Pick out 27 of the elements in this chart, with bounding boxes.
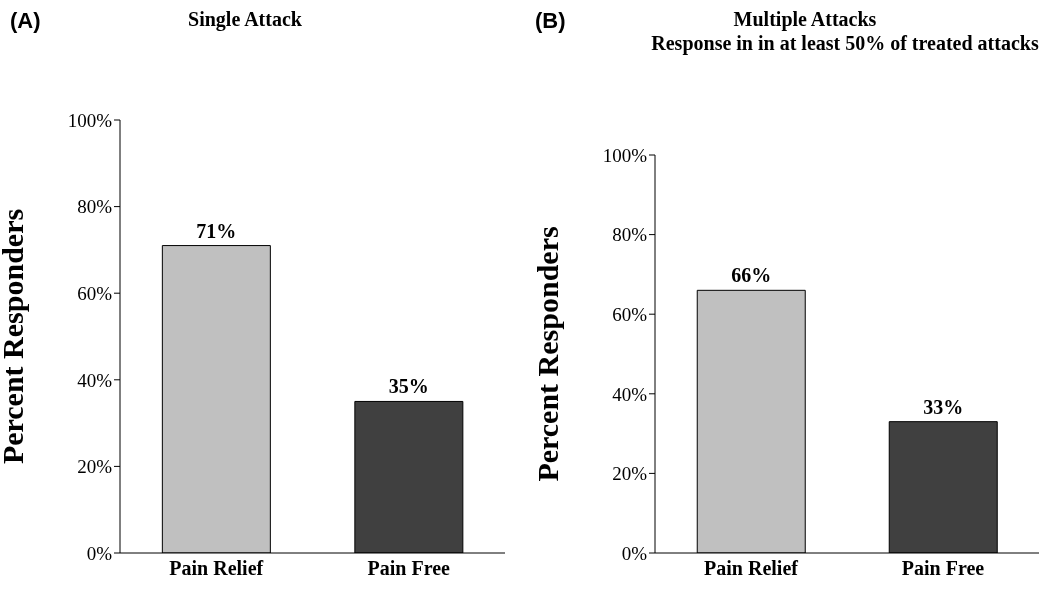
data-label: 71% [196, 219, 237, 242]
y-tick-label: 20% [77, 456, 113, 478]
y-tick-label: 0% [621, 542, 648, 564]
y-tick-label: 20% [612, 463, 648, 485]
data-label: 66% [731, 264, 772, 287]
text: (B) [535, 8, 566, 34]
y-tick-label: 40% [77, 369, 113, 391]
y-tick-label: 100% [67, 109, 113, 131]
data-label: 35% [388, 375, 429, 398]
x-tick-label: Pain Relief [704, 557, 799, 580]
x-tick-label: Pain Free [367, 557, 451, 580]
chart-subtitle: Response in in at least 50% of treated attacks [650, 32, 1040, 55]
y-tick-label: 100% [602, 144, 648, 166]
chart-title: Multiple Attacks [732, 8, 878, 31]
y-tick-label: 0% [86, 542, 113, 564]
x-tick-label: Pain Relief [169, 557, 264, 580]
y-tick-label: 60% [612, 303, 648, 325]
text: (A) [10, 8, 41, 34]
y-tick-label: 40% [612, 383, 648, 405]
y-axis-title: Percent Responders [0, 208, 29, 465]
data-label: 33% [923, 395, 964, 418]
y-tick-label: 80% [612, 224, 648, 246]
chart-title: Single Attack [187, 8, 303, 31]
x-tick-label: Pain Free [901, 557, 985, 580]
y-tick-label: 60% [77, 282, 113, 304]
y-axis-title: Percent Responders [530, 226, 564, 482]
y-tick-label: 80% [77, 196, 113, 218]
